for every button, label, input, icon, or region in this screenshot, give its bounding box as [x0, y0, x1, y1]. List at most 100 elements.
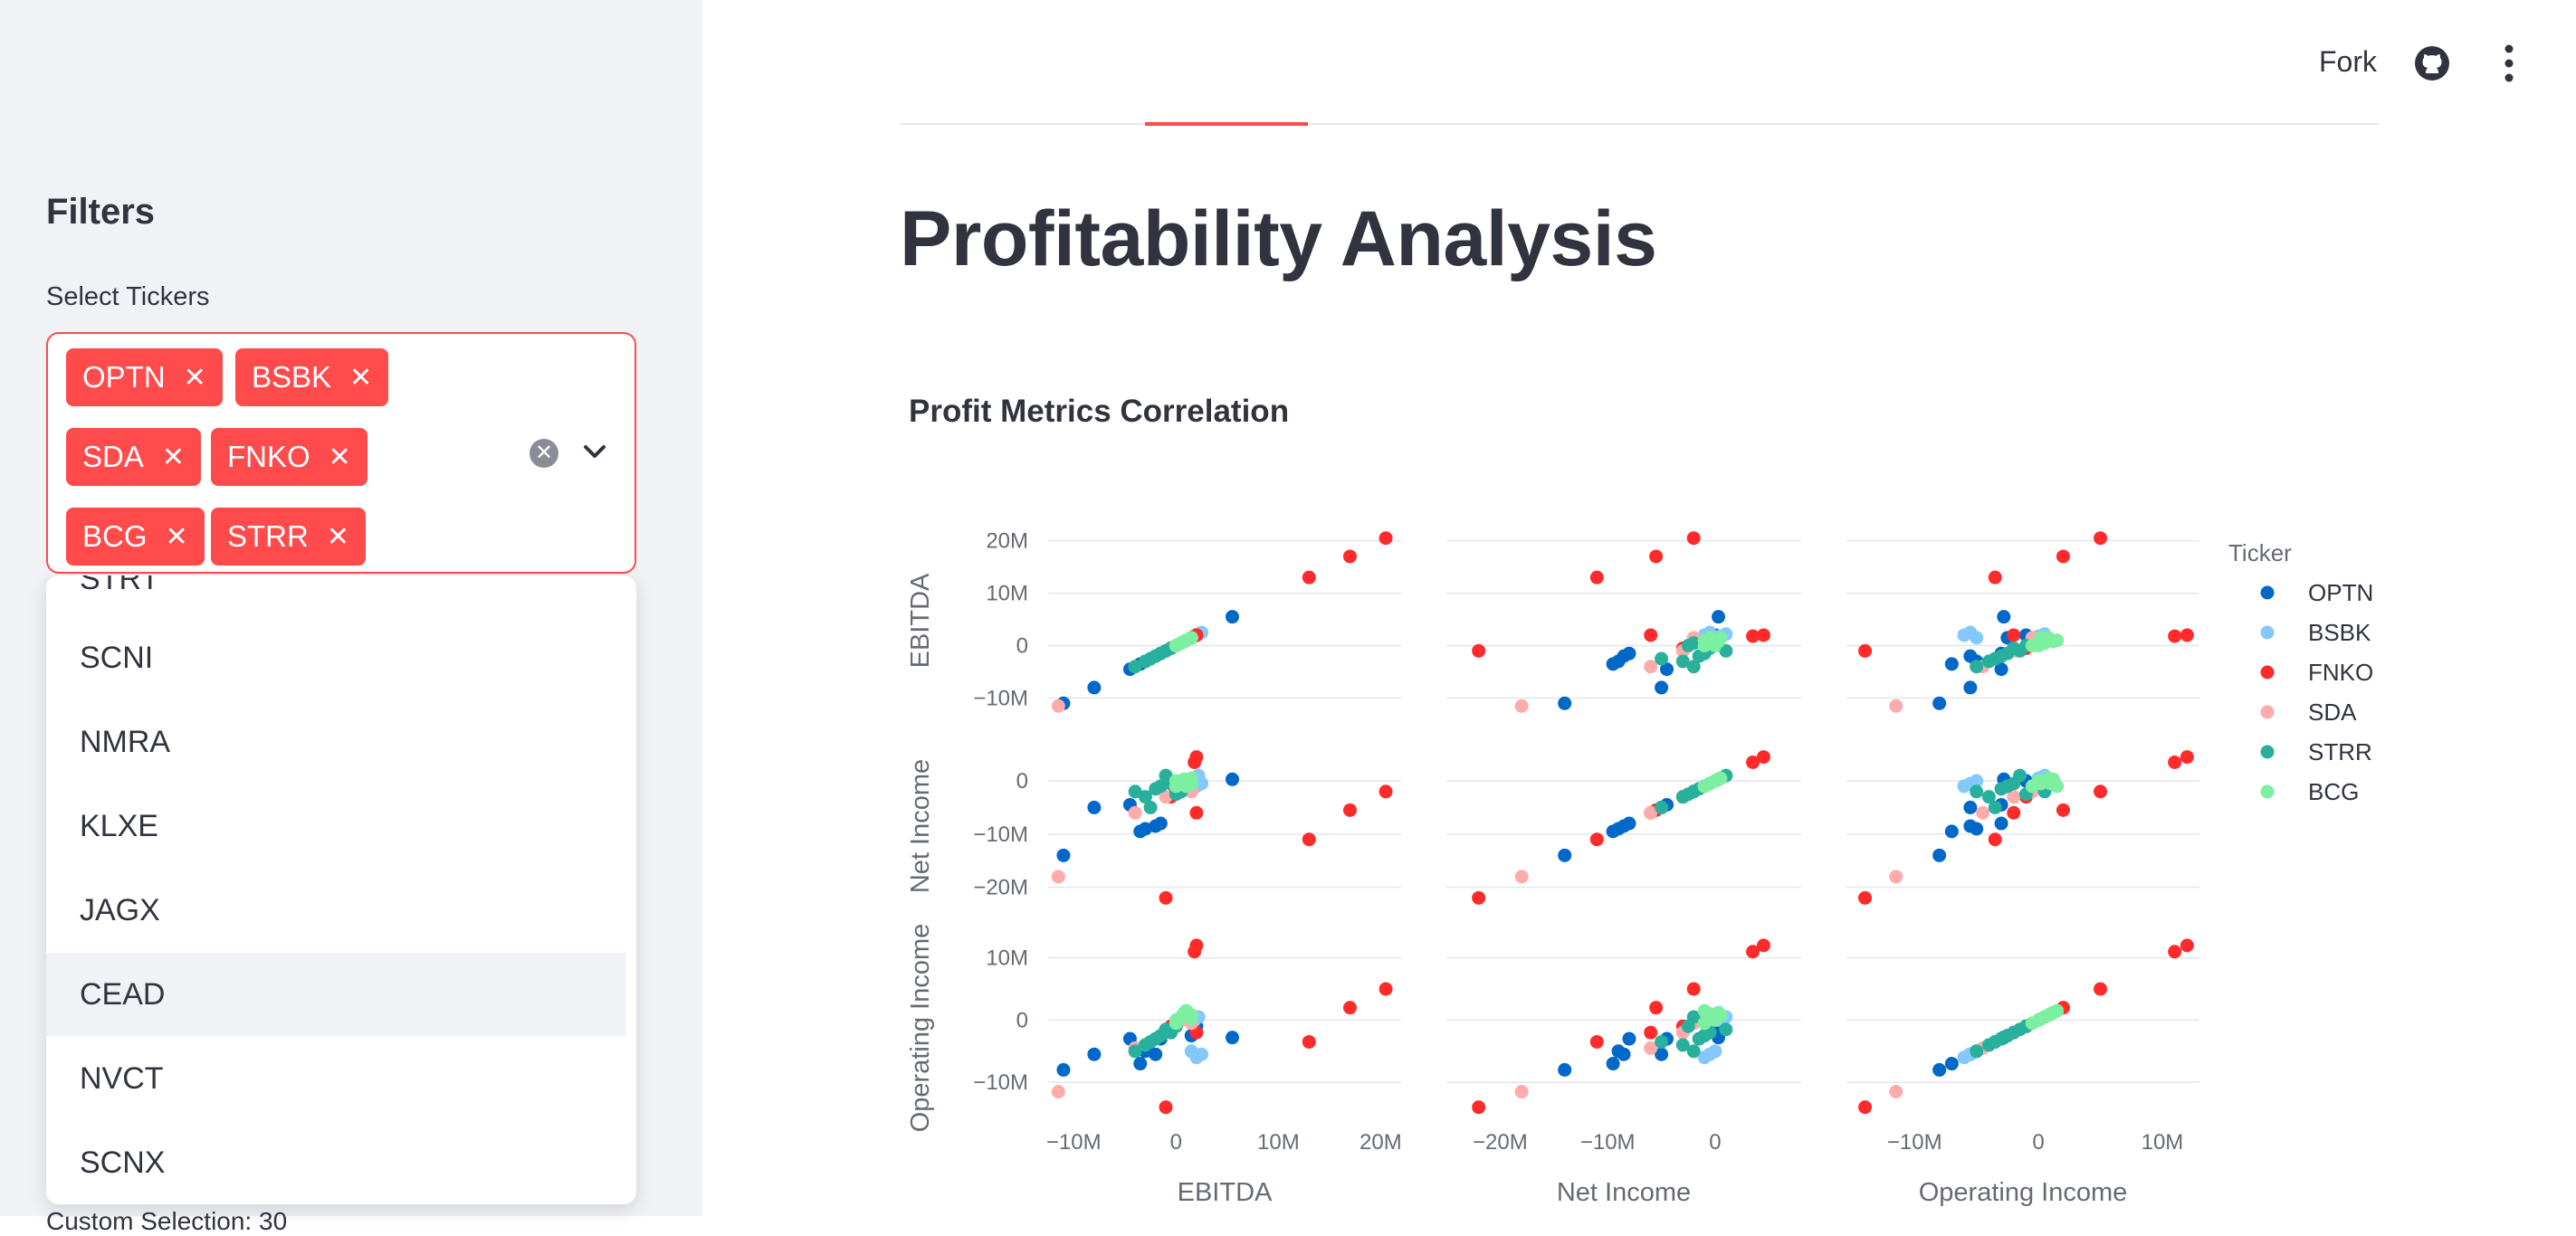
data-point [1087, 1047, 1102, 1061]
ticker-chip-strr: STRR ✕ [211, 508, 366, 566]
legend-entry-label[interactable]: BCG [2308, 778, 2359, 805]
option-cead[interactable]: CEAD [46, 953, 625, 1036]
data-point [1138, 822, 1152, 836]
data-point [1622, 1032, 1636, 1046]
data-point [1177, 1005, 1191, 1020]
data-point [1622, 646, 1636, 661]
option-strt[interactable]: STRT [80, 575, 160, 596]
legend-entry-label[interactable]: OPTN [2308, 579, 2373, 606]
data-point [1133, 1057, 1148, 1071]
page-title: Profitability Analysis [900, 195, 1657, 282]
legend-entry-label[interactable]: FNKO [2308, 659, 2373, 686]
data-point [1858, 643, 1873, 658]
remove-chip-icon[interactable]: ✕ [161, 442, 185, 472]
data-point [1302, 1034, 1316, 1049]
legend-marker[interactable] [2260, 745, 2275, 759]
legend-marker[interactable] [2260, 784, 2275, 799]
data-point [1128, 784, 1142, 799]
x-axis-label: Net Income [1557, 1178, 1691, 1207]
data-point [1051, 870, 1065, 884]
legend-entry-label[interactable]: STRR [2308, 738, 2372, 765]
data-point [1889, 699, 1903, 713]
data-point [1988, 800, 2002, 814]
chevron-down-icon[interactable] [579, 436, 610, 467]
option-nmra[interactable]: NMRA [80, 724, 171, 759]
data-point [1988, 832, 2002, 847]
data-point [2007, 776, 2021, 791]
data-point [1056, 848, 1071, 862]
legend-marker[interactable] [2260, 625, 2275, 640]
data-point [1342, 1001, 1357, 1015]
ticker-chip-bsbk: BSBK ✕ [235, 348, 389, 406]
data-point [1970, 660, 1984, 674]
data-point [1944, 1057, 1959, 1071]
remove-chip-icon[interactable]: ✕ [326, 521, 349, 552]
data-point [1994, 662, 2008, 677]
option-scni[interactable]: SCNI [80, 640, 154, 675]
vertical-ellipsis-icon[interactable] [2504, 43, 2514, 83]
data-point [1589, 1034, 1604, 1049]
remove-chip-icon[interactable]: ✕ [349, 362, 373, 393]
data-point [1756, 628, 1770, 642]
data-point [1644, 628, 1658, 642]
clear-selection-icon[interactable]: ✕ [530, 439, 558, 468]
github-icon[interactable] [2414, 45, 2450, 81]
data-point [2007, 790, 2021, 804]
data-point [1944, 657, 1959, 671]
data-point [1686, 982, 1701, 996]
remove-chip-icon[interactable]: ✕ [183, 362, 206, 393]
remove-chip-icon[interactable]: ✕ [165, 521, 188, 552]
y-tick-label: −10M [973, 687, 1028, 711]
data-point [1342, 549, 1357, 564]
data-point [2168, 945, 2182, 959]
legend-marker[interactable] [2260, 705, 2275, 719]
data-point [1153, 816, 1168, 831]
option-jagx[interactable]: JAGX [80, 892, 160, 927]
ticker-multiselect[interactable]: OPTN ✕ BSBK ✕ SDA ✕ FNKO ✕ BCG ✕ STRR ✕ [46, 332, 636, 574]
data-point [2007, 1025, 2021, 1040]
data-point [1143, 651, 1158, 666]
data-point [1606, 1057, 1620, 1071]
legend-title: Ticker [2228, 539, 2292, 566]
select-tickers-label: Select Tickers [46, 282, 210, 311]
x-tick-label: 20M [1360, 1130, 1402, 1155]
data-point [1622, 816, 1636, 831]
data-point [1889, 870, 1903, 884]
legend-marker[interactable] [2260, 585, 2275, 600]
fork-button[interactable]: Fork [2319, 45, 2377, 78]
data-point [1858, 1100, 1873, 1115]
legend-entry-label[interactable]: BSBK [2308, 619, 2371, 646]
x-tick-label: 0 [1170, 1130, 1182, 1155]
data-point [1184, 1044, 1198, 1059]
data-point [1963, 625, 1978, 640]
data-point [1159, 1100, 1173, 1115]
data-point [1686, 636, 1701, 651]
data-point [1128, 1044, 1142, 1059]
y-axis-label: EBITDA [906, 573, 935, 668]
data-point [1644, 1041, 1658, 1055]
option-klxe[interactable]: KLXE [80, 808, 158, 843]
data-point [1589, 570, 1604, 585]
remove-chip-icon[interactable]: ✕ [328, 442, 351, 472]
data-point [1051, 1084, 1065, 1098]
data-point [1159, 890, 1173, 905]
option-scnx[interactable]: SCNX [80, 1145, 166, 1180]
active-tab-indicator[interactable] [1145, 122, 1308, 126]
data-point [1944, 824, 1959, 839]
data-point [1302, 570, 1316, 585]
legend-entry-label[interactable]: SDA [2308, 699, 2357, 726]
tab-bar [900, 123, 2379, 125]
data-point [1379, 784, 1393, 799]
legend: Ticker OPTN BSBK FNKO SDA STRR BCG [2228, 539, 2373, 805]
axis-labels: EBITDA Net Income Operating Income EBITDA Ne… [906, 573, 2127, 1207]
data-point [1143, 800, 1158, 814]
data-point [1149, 1047, 1163, 1061]
ticker-chip-label: BCG [82, 519, 148, 553]
option-nvct[interactable]: NVCT [80, 1060, 164, 1096]
data-point [1189, 805, 1204, 820]
data-point [1970, 822, 1984, 836]
legend-marker[interactable] [2260, 665, 2275, 680]
data-point [1558, 1062, 1572, 1077]
data-point [1558, 848, 1572, 862]
